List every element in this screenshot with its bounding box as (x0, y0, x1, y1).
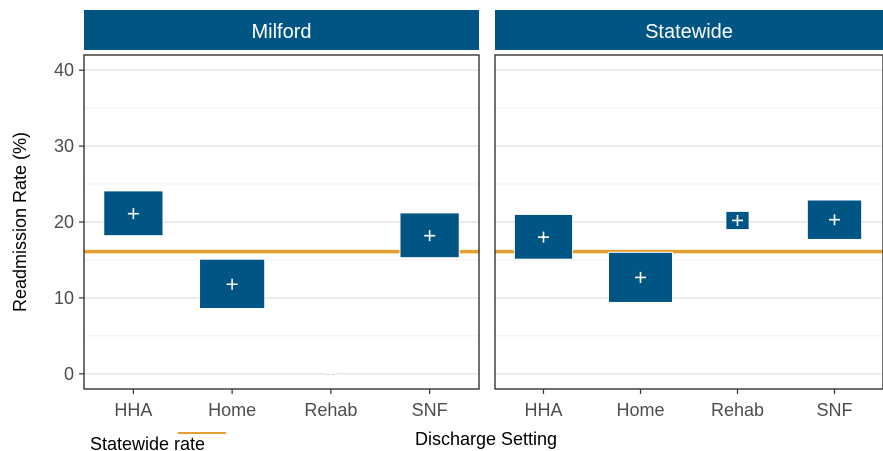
y-tick-label: 20 (54, 212, 74, 232)
x-tick-label: HHA (114, 400, 152, 420)
estimate-marker-home (226, 278, 238, 290)
x-tick-label: Home (616, 400, 664, 420)
x-tick-label: Rehab (304, 400, 357, 420)
panel-milford: Milford HHA Home Rehab SNF (83, 10, 480, 420)
estimate-marker-hha (538, 231, 549, 243)
x-tick-label: SNF (817, 400, 853, 420)
x-tick-label: SNF (412, 400, 448, 420)
y-tick-label: 0 (64, 364, 74, 384)
estimate-marker-snf (829, 214, 840, 226)
y-tick-label: 40 (54, 60, 74, 80)
panel-statewide: Statewide HHA Home Rehab SNF (494, 10, 883, 420)
estimate-marker-home (635, 271, 646, 283)
facet-strip-title: Milford (251, 21, 311, 43)
y-axis-title: Readmission Rate (%) (10, 132, 30, 312)
x-tick-label: HHA (524, 400, 562, 420)
facet-strip (84, 10, 479, 50)
estimate-marker-rehab (732, 214, 743, 226)
y-tick-label: 30 (54, 136, 74, 156)
x-tick-label: Rehab (711, 400, 764, 420)
estimate-marker-snf (424, 230, 436, 242)
facet-strip-title: Statewide (645, 21, 733, 43)
facet-strip (495, 10, 883, 50)
panel-border (494, 54, 883, 390)
estimate-marker-rehab (325, 368, 337, 380)
y-tick-label: 10 (54, 288, 74, 308)
estimate-marker-hha (127, 208, 139, 220)
x-tick-label: Home (208, 400, 256, 420)
legend-label: Statewide rate (90, 434, 205, 451)
x-axis-title: Discharge Setting (415, 429, 557, 449)
